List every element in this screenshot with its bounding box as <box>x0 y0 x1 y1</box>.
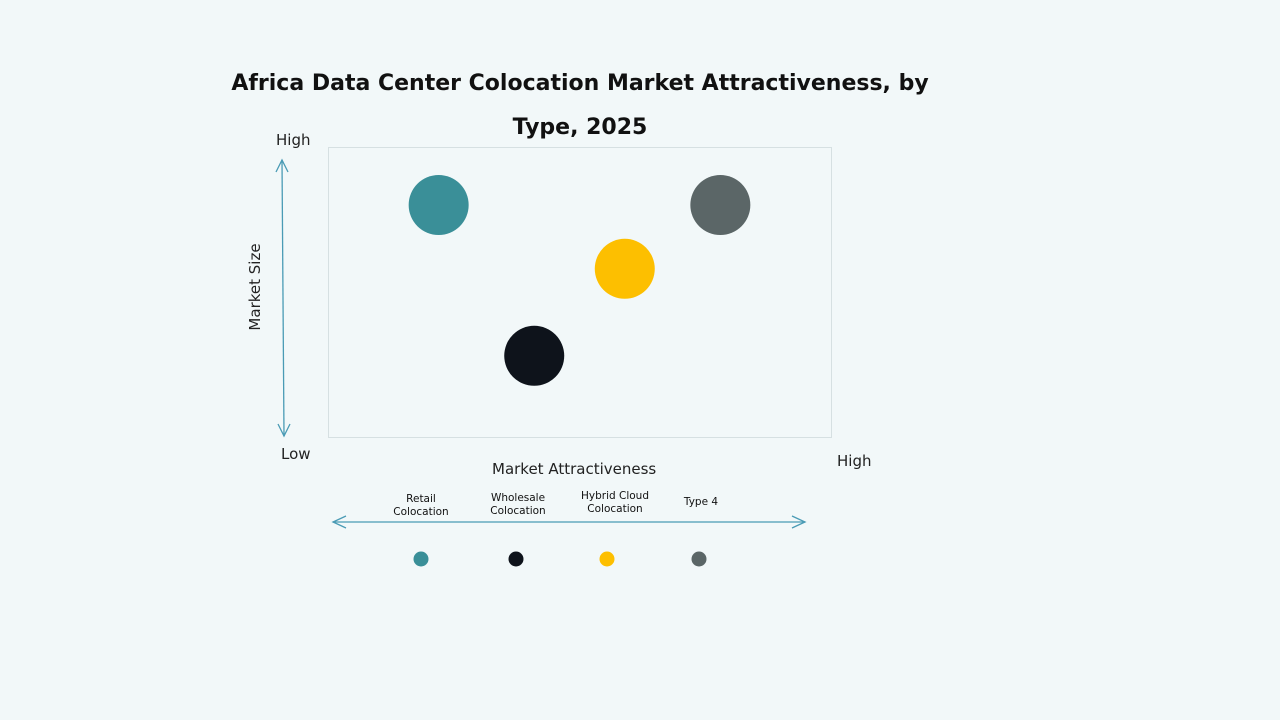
y-axis-arrow <box>281 159 285 437</box>
x-arrowhead-left <box>331 515 347 529</box>
bubble-retail-colocation <box>408 175 469 235</box>
legend-marker <box>508 551 524 567</box>
axis-arrows <box>275 158 807 529</box>
legend-label: Hybrid Cloud Colocation <box>560 490 670 516</box>
legend-marker <box>599 551 615 567</box>
legend-label: Retail Colocation <box>366 493 476 519</box>
legend-label-line: Wholesale <box>490 492 546 504</box>
legend-label-line: Colocation <box>393 506 449 518</box>
bubble-type-4 <box>690 175 751 235</box>
bubble-wholesale-colocation <box>504 325 565 386</box>
legend-label-line: Colocation <box>490 505 546 517</box>
legend-label-line: Hybrid Cloud <box>580 490 649 502</box>
chart-title: Africa Data Center Colocation Market Att… <box>231 71 929 140</box>
x-high-label: High <box>837 452 872 470</box>
y-arrowhead-up <box>275 158 289 173</box>
x-axis-label: Market Attractiveness <box>492 460 657 478</box>
x-low-label: Low <box>281 445 311 463</box>
legend-label-line: Retail <box>406 493 436 505</box>
data-points <box>408 175 751 386</box>
legend-marker <box>691 551 707 567</box>
legend-marker <box>413 551 429 567</box>
plot-area <box>328 147 832 438</box>
legend-label-line: Colocation <box>587 503 643 515</box>
legend-label: Type 4 <box>646 496 756 509</box>
legend-label: Wholesale Colocation <box>463 492 573 518</box>
y-arrowhead-down <box>277 423 291 438</box>
bubble-hybrid-cloud-colocation <box>594 238 655 299</box>
y-high-label: High <box>276 131 311 149</box>
x-arrowhead-right <box>791 515 807 529</box>
legend <box>413 551 707 567</box>
legend-label-line: Type 4 <box>683 496 719 508</box>
